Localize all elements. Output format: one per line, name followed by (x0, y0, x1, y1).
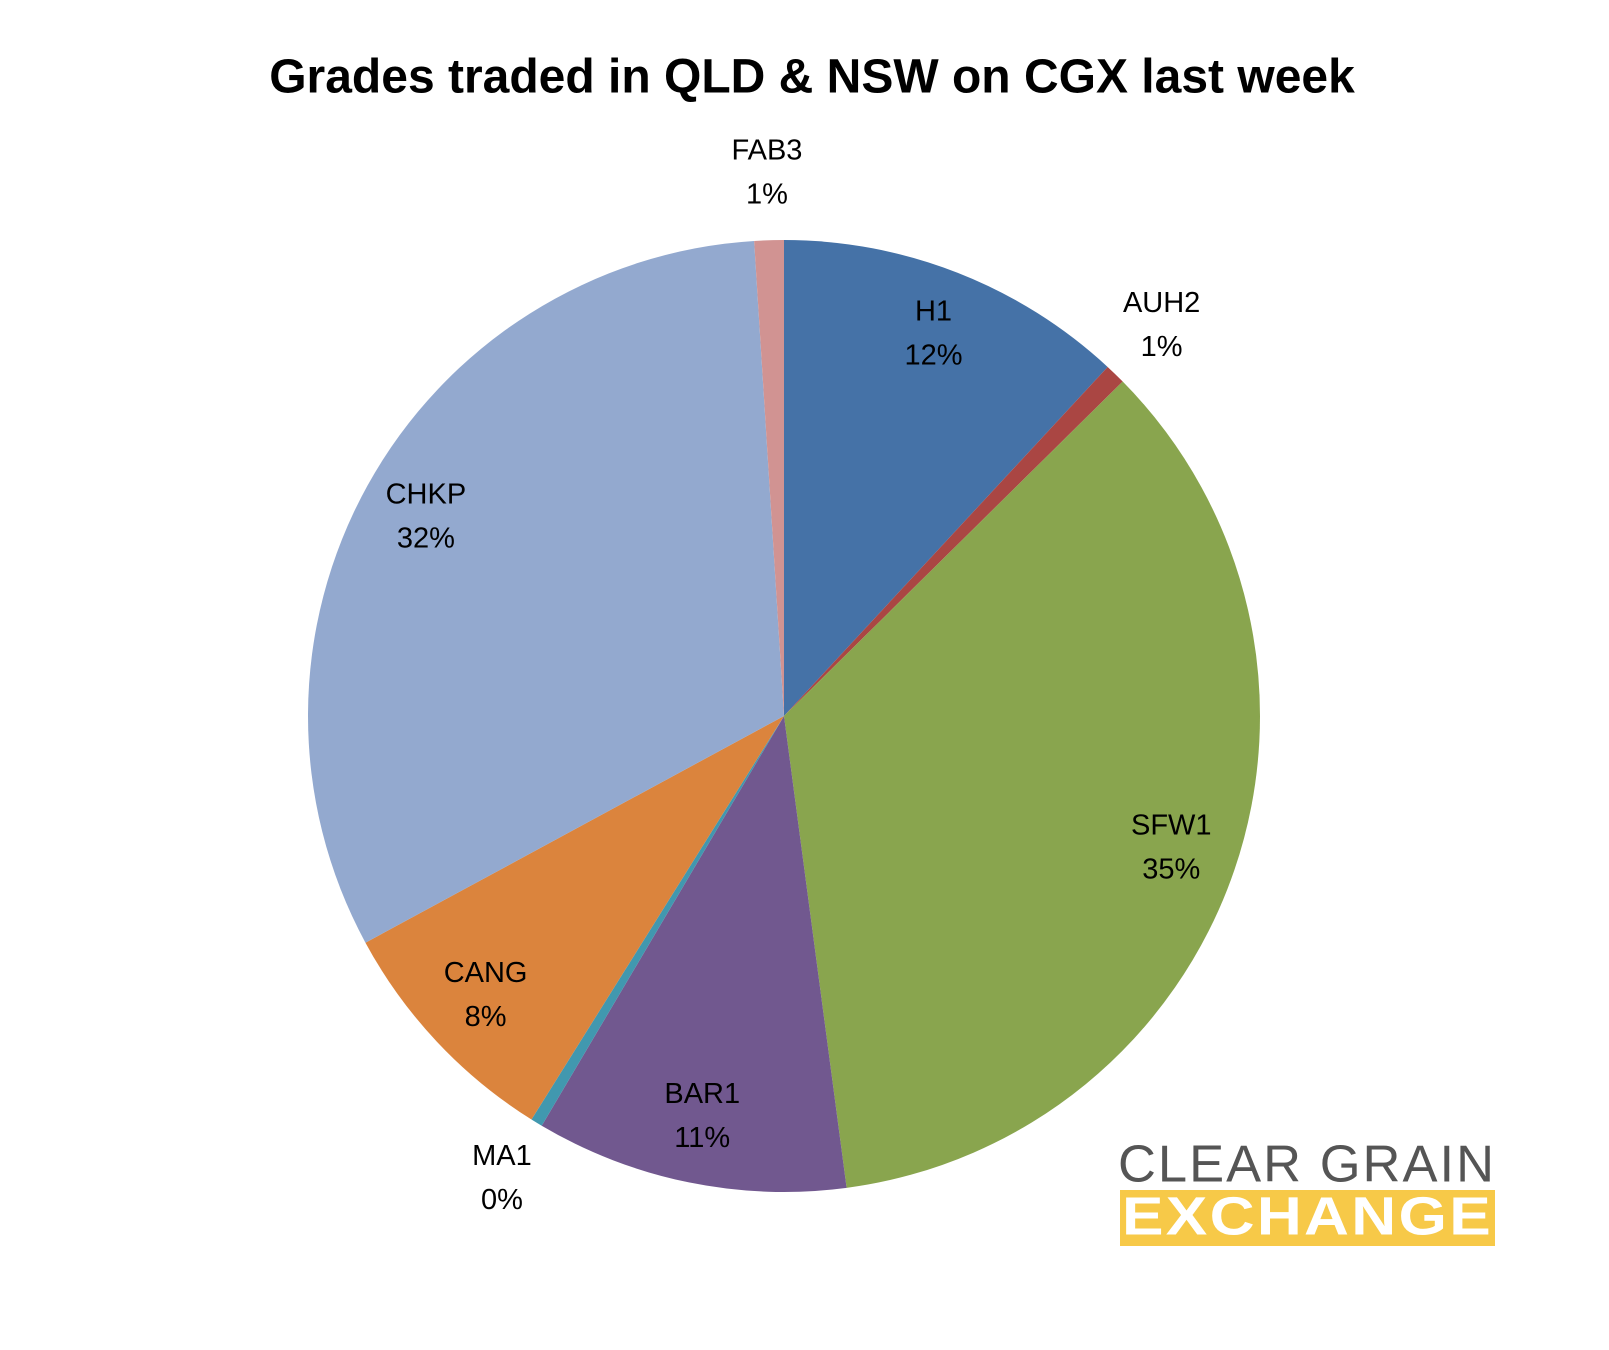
slice-name: MA1 (472, 1140, 532, 1172)
logo-line2: EXCHANGE (1122, 1186, 1493, 1246)
pie: H1 12% AUH2 1% SFW1 35% BAR1 11% MA1 0% CANG 8% CHKP… (307, 134, 1261, 1216)
slice-label: 1% (746, 178, 788, 210)
slice-label: 8% (465, 1001, 507, 1033)
slice-label: 35% (1142, 853, 1200, 885)
slice-label: 11% (674, 1122, 730, 1154)
slice-label: 12% (904, 340, 962, 372)
pie-slice (784, 240, 1108, 716)
slice-label: 32% (397, 522, 455, 554)
pie-slice (784, 366, 1123, 716)
slice-name: SFW1 (1131, 809, 1212, 841)
slice-label: 1% (1141, 331, 1183, 363)
pie-slice (365, 716, 784, 1120)
slice-name: CANG (444, 957, 528, 989)
pie-slice (541, 716, 847, 1193)
slice-name: H1 (915, 296, 952, 328)
slice-name: AUH2 (1123, 287, 1200, 319)
logo-band (1120, 1190, 1495, 1246)
slice-name: BAR1 (664, 1078, 740, 1110)
logo-line1: CLEAR GRAIN (1118, 1136, 1496, 1194)
pie-slice (784, 381, 1261, 1188)
pie-slice (307, 240, 784, 943)
slice-name: FAB3 (731, 134, 802, 166)
chart-title: Grades traded in QLD & NSW on CGX last w… (269, 51, 1355, 104)
slice-label: 0% (481, 1184, 523, 1216)
slice-name: CHKP (386, 478, 467, 510)
pie-slice (754, 240, 784, 716)
pie-slice (531, 716, 784, 1126)
logo: CLEAR GRAIN EXCHANGE (1118, 1136, 1496, 1246)
